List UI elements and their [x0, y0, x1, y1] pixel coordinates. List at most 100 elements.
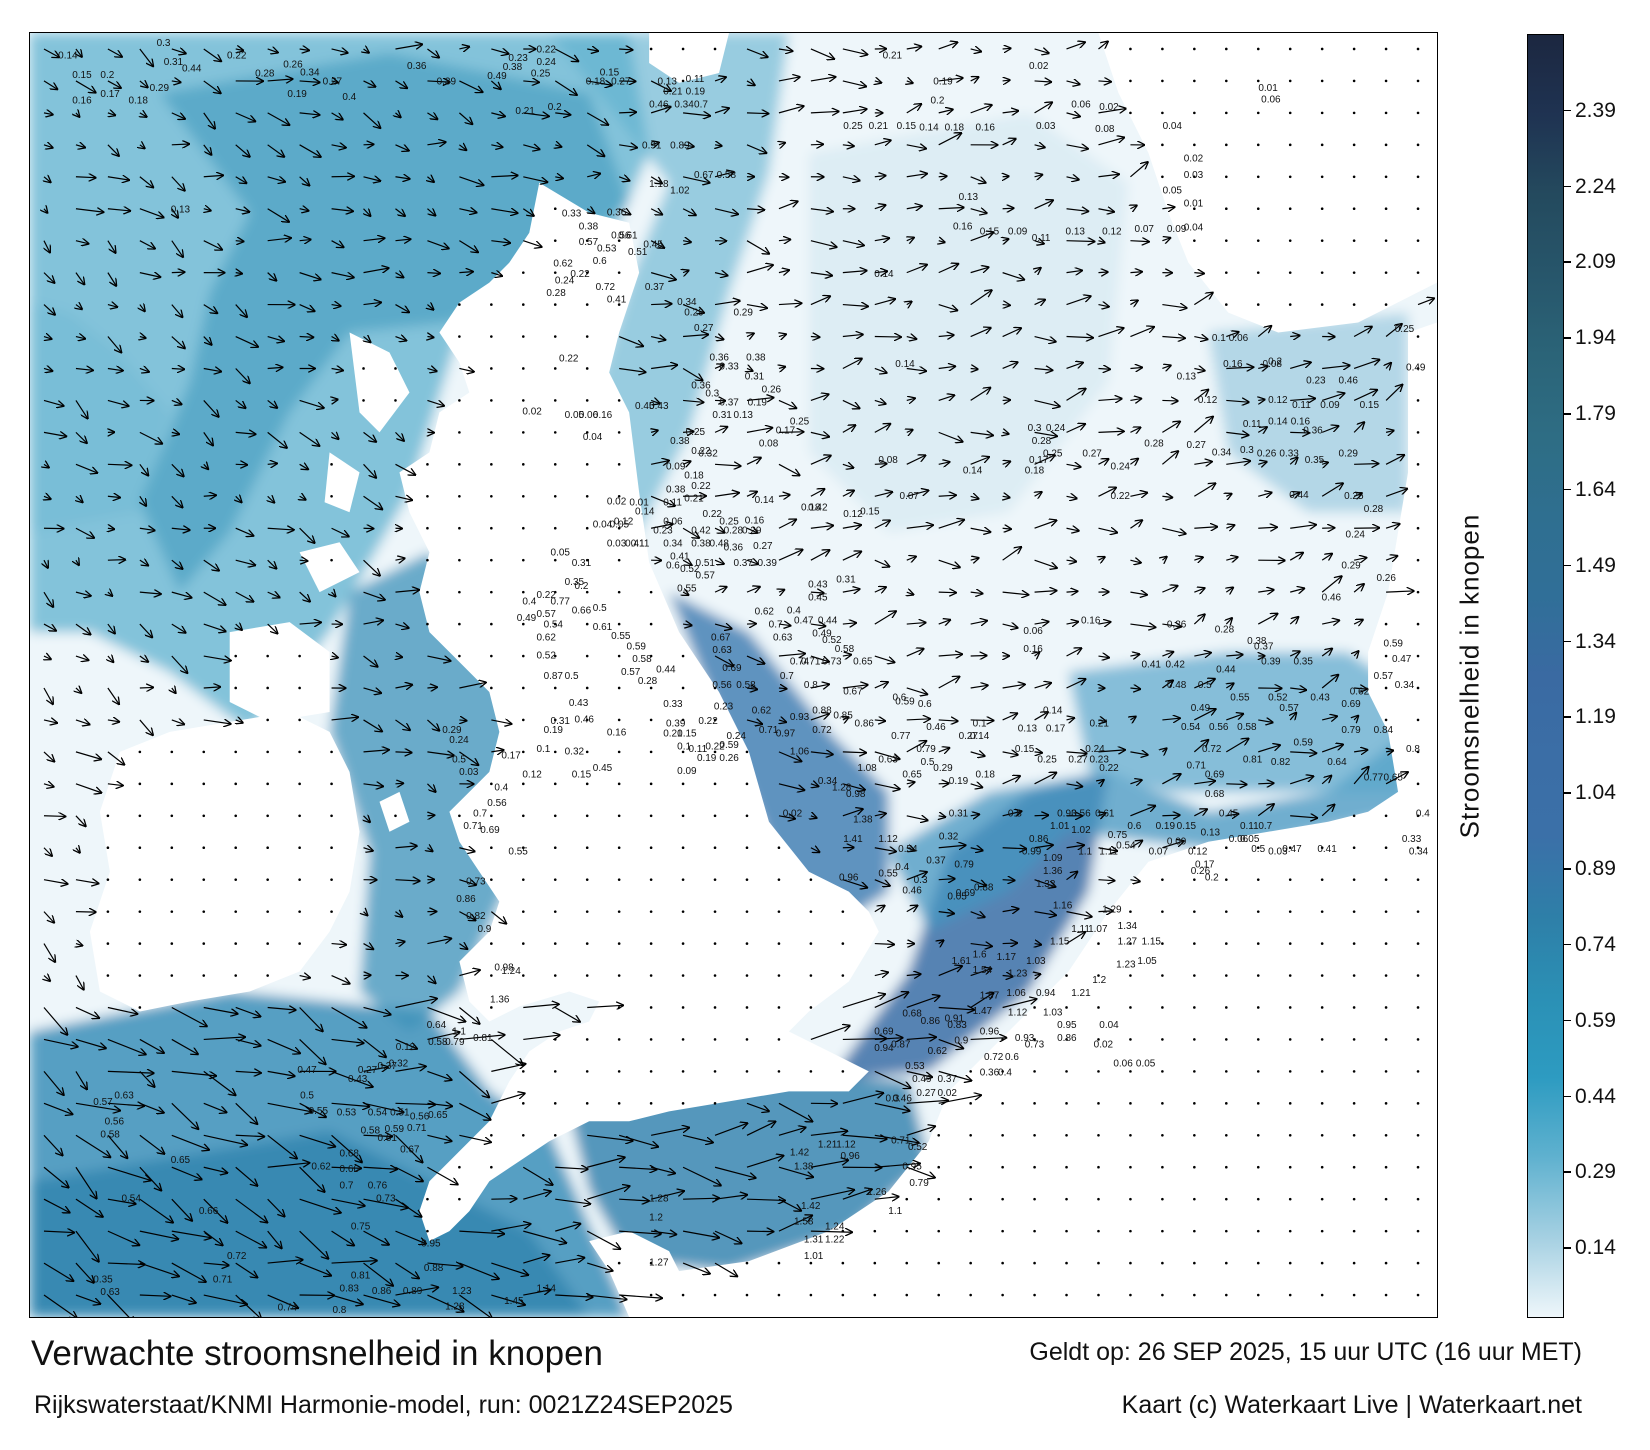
current-arrow [1098, 622, 1110, 624]
current-arrow [1002, 272, 1025, 280]
grid-dot [553, 654, 557, 658]
speed-label: 1.18 [649, 179, 669, 190]
grid-dot [1416, 79, 1420, 83]
current-arrow [171, 591, 192, 597]
current-arrow [779, 720, 786, 722]
current-arrow [1290, 816, 1317, 818]
current-arrow [1098, 911, 1112, 912]
grid-dot [553, 782, 557, 786]
speed-label: 1.34 [1118, 921, 1138, 932]
speed-label: 0.61 [593, 622, 613, 633]
current-arrow [1034, 559, 1057, 568]
current-arrow [171, 463, 184, 476]
current-arrow [906, 47, 921, 49]
current-arrow [683, 592, 688, 595]
current-arrow [906, 1126, 935, 1136]
speed-label: 0.42 [1165, 659, 1185, 670]
current-arrow [555, 1295, 592, 1297]
current-arrow [714, 1166, 756, 1178]
current-arrow [1034, 399, 1060, 406]
current-arrow [842, 425, 855, 433]
grid-dot [745, 1070, 749, 1073]
current-arrow [555, 1224, 580, 1232]
current-arrow [1289, 493, 1299, 497]
speed-label: 0.14 [1268, 417, 1288, 428]
speed-label: 0.25 [843, 121, 863, 132]
grid-dot [617, 463, 621, 466]
map-canvas[interactable]: 0.140.15 0.20.160.170.180.290.30.310.440.… [30, 33, 1437, 1317]
current-arrow [43, 368, 52, 371]
grid-dot [1320, 175, 1324, 179]
grid-dot [522, 622, 525, 626]
grid-dot [522, 271, 525, 274]
speed-label: 0.08 [1263, 359, 1283, 370]
current-arrow [1002, 362, 1018, 370]
current-speed-map[interactable]: 0.14 0.15 0.2 0.16 0.17 0.18 0.29 0.3 0.31 0.44 0.… [29, 32, 1438, 1318]
grid-dot [1256, 942, 1260, 945]
current-arrow [906, 741, 926, 753]
speed-label: 0.24 [555, 275, 575, 286]
speed-label: 0.89 [403, 1286, 423, 1297]
current-arrow [107, 240, 116, 253]
current-arrow [650, 209, 662, 215]
grid-dot [1256, 271, 1260, 274]
ireland [89, 711, 360, 1012]
current-arrow [427, 975, 435, 984]
current-arrow [586, 144, 604, 156]
current-arrow [1258, 745, 1280, 753]
grid-dot [649, 1102, 653, 1105]
speed-label: 0.18 [684, 471, 704, 482]
grid-dot [1225, 47, 1228, 51]
grid-dot [234, 878, 238, 881]
current-arrow [395, 846, 416, 848]
current-arrow [331, 1230, 354, 1245]
grid-dot [553, 974, 557, 977]
current-arrow [171, 240, 183, 257]
current-arrow [395, 208, 404, 216]
current-arrow [1130, 162, 1147, 178]
grid-dot [1320, 1038, 1324, 1041]
grid-dot [681, 79, 685, 83]
speed-label: 0.69 [1341, 699, 1361, 710]
current-arrow [331, 209, 353, 212]
grid-dot [905, 1197, 909, 1201]
grid-dot [1352, 1102, 1356, 1105]
grid-dot [1097, 1006, 1100, 1009]
speed-label: 0.46 [649, 99, 669, 110]
speed-label: 0.46 [902, 885, 922, 896]
speed-label: 0.34 [818, 776, 838, 787]
grid-dot [1065, 1133, 1068, 1137]
current-arrow [650, 107, 670, 114]
current-arrow [235, 335, 258, 347]
speed-label: 0.19 [949, 776, 969, 787]
current-arrow [1003, 239, 1009, 241]
grid-dot [1416, 463, 1420, 466]
current-arrow [363, 1198, 408, 1207]
speed-label: 0.8 [804, 680, 818, 691]
current-arrow [714, 528, 724, 532]
current-arrow [874, 271, 887, 272]
speed-label: 0.28 [255, 69, 275, 80]
grid-dot [1384, 47, 1388, 51]
grid-dot [649, 750, 653, 754]
speed-label: 0.37 [734, 558, 754, 569]
grid-dot [458, 494, 461, 498]
current-arrow [778, 399, 796, 408]
grid-dot [1225, 303, 1228, 306]
current-arrow [139, 1230, 178, 1239]
current-arrow [1226, 714, 1243, 721]
current-arrow [236, 624, 242, 630]
speed-label: 0.79 [1341, 725, 1361, 736]
grid-dot [490, 622, 493, 626]
speed-label: 0.19 [697, 753, 717, 764]
speed-label: 0.04 [1099, 1020, 1119, 1031]
current-arrow [778, 1166, 813, 1177]
grid-dot [585, 910, 589, 913]
speed-label: 0.96 [839, 872, 859, 883]
speed-label: 0.02 [1029, 61, 1049, 72]
current-arrow [906, 782, 915, 784]
grid-dot [1384, 622, 1388, 626]
grid-dot [649, 654, 653, 658]
current-arrow [1226, 784, 1246, 785]
colorbar-tick-mark [1564, 716, 1571, 718]
